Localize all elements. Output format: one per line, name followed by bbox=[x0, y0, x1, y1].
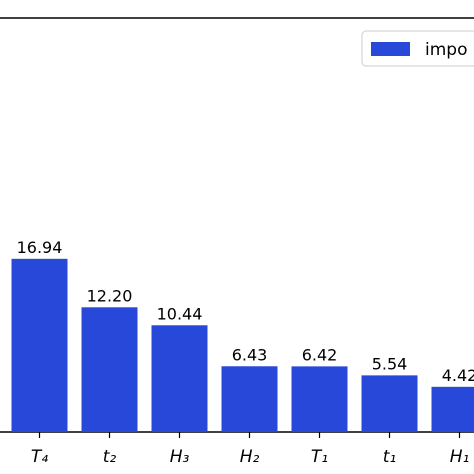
x-tick-label: H₁ bbox=[450, 447, 470, 467]
bar bbox=[221, 366, 278, 432]
bar bbox=[81, 307, 138, 432]
bar bbox=[291, 366, 348, 432]
value-label: 4.42 bbox=[442, 366, 474, 385]
legend-frame bbox=[361, 30, 474, 67]
legend-patch bbox=[371, 42, 410, 56]
bar bbox=[361, 375, 418, 432]
x-tick-label: T₄ bbox=[31, 447, 48, 467]
x-tick-label: t₁ bbox=[383, 447, 396, 467]
legend-label: impo bbox=[425, 40, 467, 60]
value-label: 10.44 bbox=[157, 304, 203, 323]
value-label: 5.54 bbox=[372, 354, 408, 373]
x-tick-label: H₂ bbox=[240, 447, 260, 467]
x-tick-label: T₁ bbox=[311, 447, 328, 467]
bar bbox=[151, 325, 208, 432]
bar bbox=[431, 386, 474, 432]
value-label: 6.42 bbox=[302, 345, 338, 364]
x-tick-label: t₂ bbox=[103, 447, 117, 467]
value-label: 16.94 bbox=[17, 238, 63, 257]
legend: impo bbox=[361, 30, 474, 67]
value-label: 6.43 bbox=[232, 345, 268, 364]
x-tick-label: H₃ bbox=[170, 447, 190, 467]
value-label: 12.20 bbox=[87, 286, 133, 305]
bar bbox=[11, 258, 68, 432]
